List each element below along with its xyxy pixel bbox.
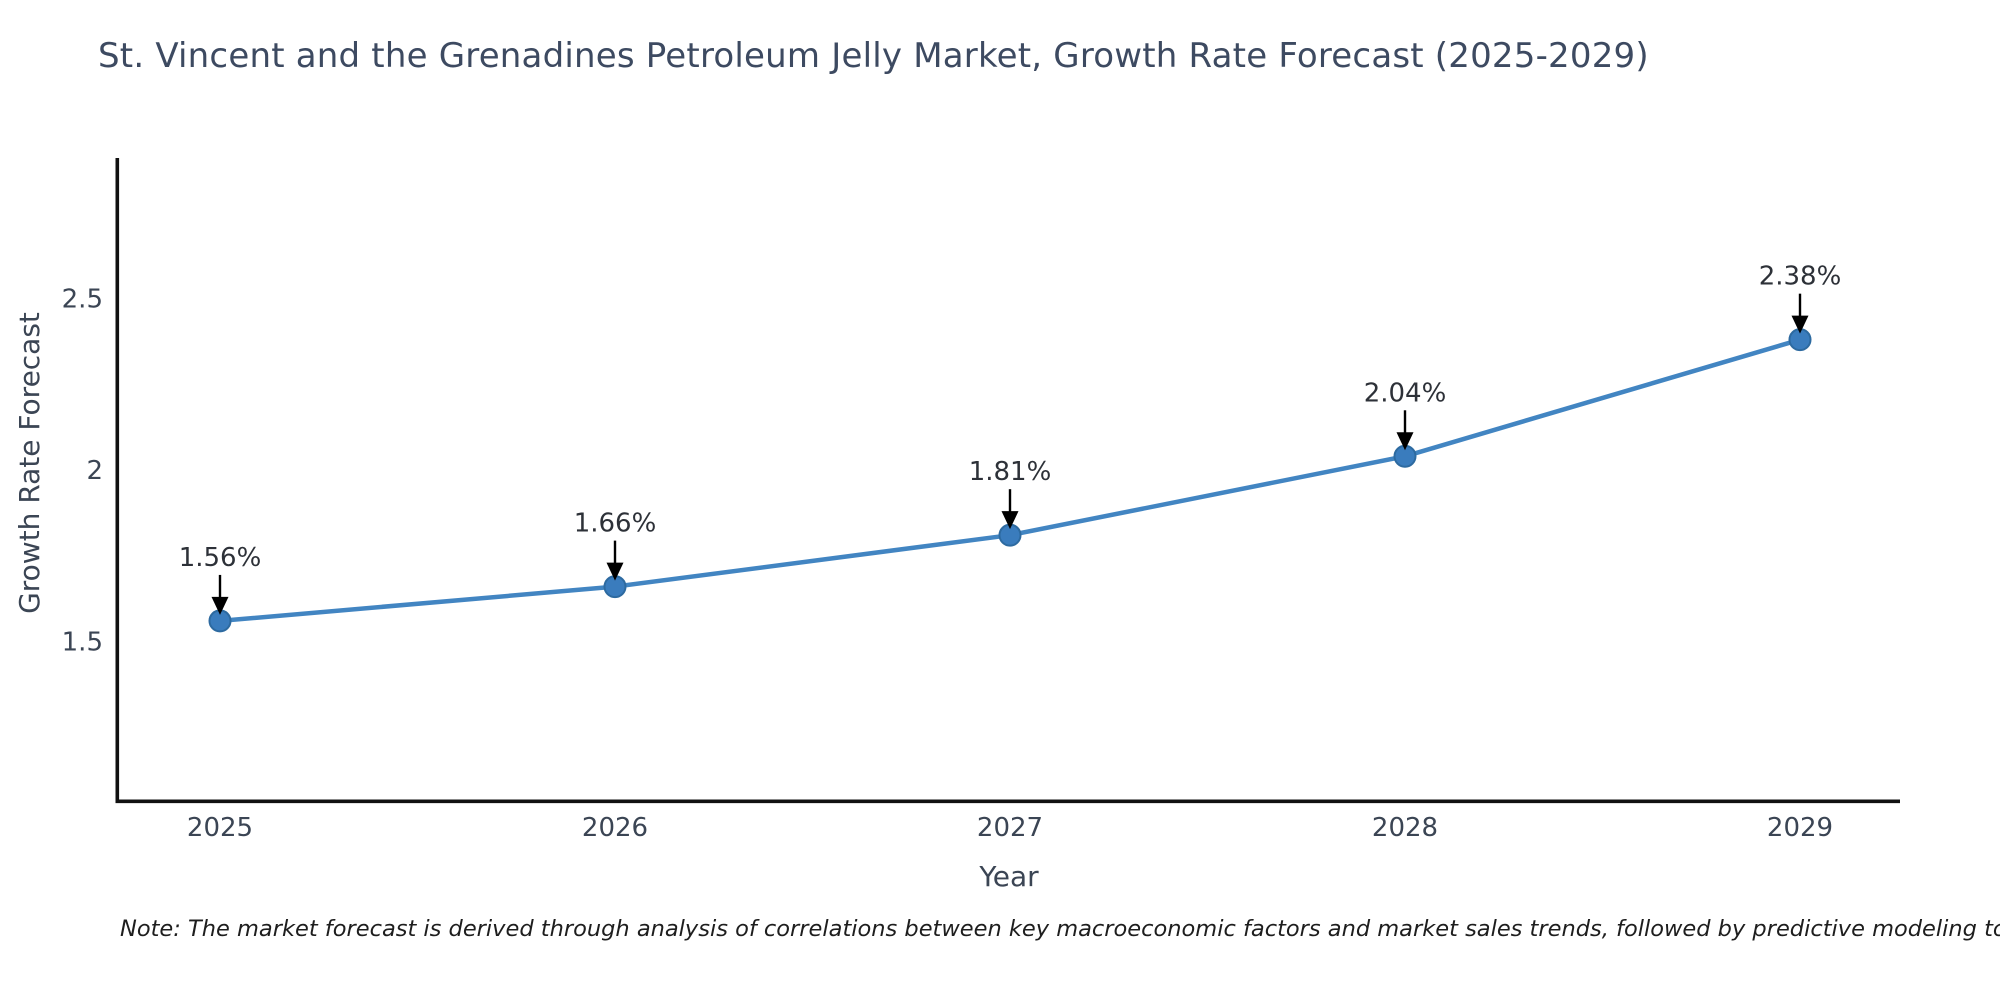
annotation-arrow-head [211,596,229,615]
y-tick-label: 1.5 [62,628,103,658]
chart-title: St. Vincent and the Grenadines Petroleum… [98,36,1649,76]
annotation-arrow-head [606,562,624,581]
data-point-label: 2.38% [1759,262,1842,292]
annotation-arrow-head [1396,432,1414,451]
annotation-arrow-head [1001,511,1019,530]
x-tick-label: 2028 [1372,813,1438,843]
data-point-label: 2.04% [1364,378,1447,408]
x-tick-label: 2025 [187,813,253,843]
data-point-label: 1.56% [179,543,262,573]
annotation-arrow-head [1791,315,1809,334]
x-tick-label: 2029 [1767,813,1833,843]
data-point-label: 1.81% [969,457,1052,487]
x-axis-title: Year [979,860,1039,893]
y-tick-label: 2.5 [62,285,103,315]
x-tick-label: 2027 [977,813,1043,843]
footnote: Note: The market forecast is derived thr… [120,916,2000,942]
data-point-label: 1.66% [574,509,657,539]
y-tick-label: 2 [86,456,103,486]
x-tick-label: 2026 [582,813,648,843]
